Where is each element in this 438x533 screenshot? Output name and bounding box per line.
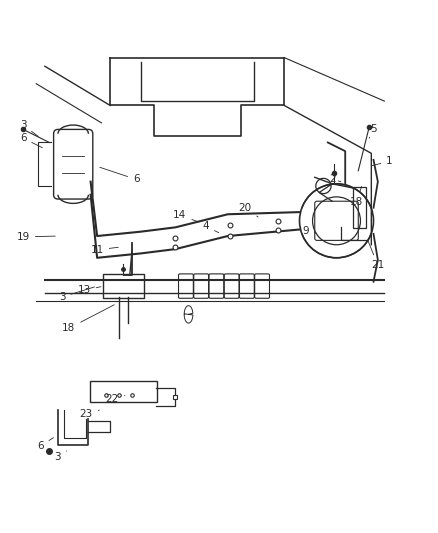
Text: 6: 6 xyxy=(20,133,42,148)
Text: 3: 3 xyxy=(55,451,67,462)
Text: 22: 22 xyxy=(106,394,125,404)
Text: 6: 6 xyxy=(100,167,140,184)
Text: 5: 5 xyxy=(369,124,377,138)
Text: 11: 11 xyxy=(91,245,118,255)
Text: 21: 21 xyxy=(368,241,385,270)
Text: 3: 3 xyxy=(59,287,95,302)
Text: 2: 2 xyxy=(329,174,341,184)
Text: 9: 9 xyxy=(303,226,316,236)
Text: 18: 18 xyxy=(350,187,363,207)
Text: 19: 19 xyxy=(17,232,55,242)
Text: 18: 18 xyxy=(62,305,114,333)
Text: 20: 20 xyxy=(239,203,258,217)
Text: 3: 3 xyxy=(20,120,39,136)
Text: 13: 13 xyxy=(78,286,101,295)
Text: 14: 14 xyxy=(173,210,199,222)
Text: 4: 4 xyxy=(203,221,219,232)
Text: 6: 6 xyxy=(37,438,53,451)
Text: 1: 1 xyxy=(372,156,393,166)
Text: 23: 23 xyxy=(80,409,99,419)
